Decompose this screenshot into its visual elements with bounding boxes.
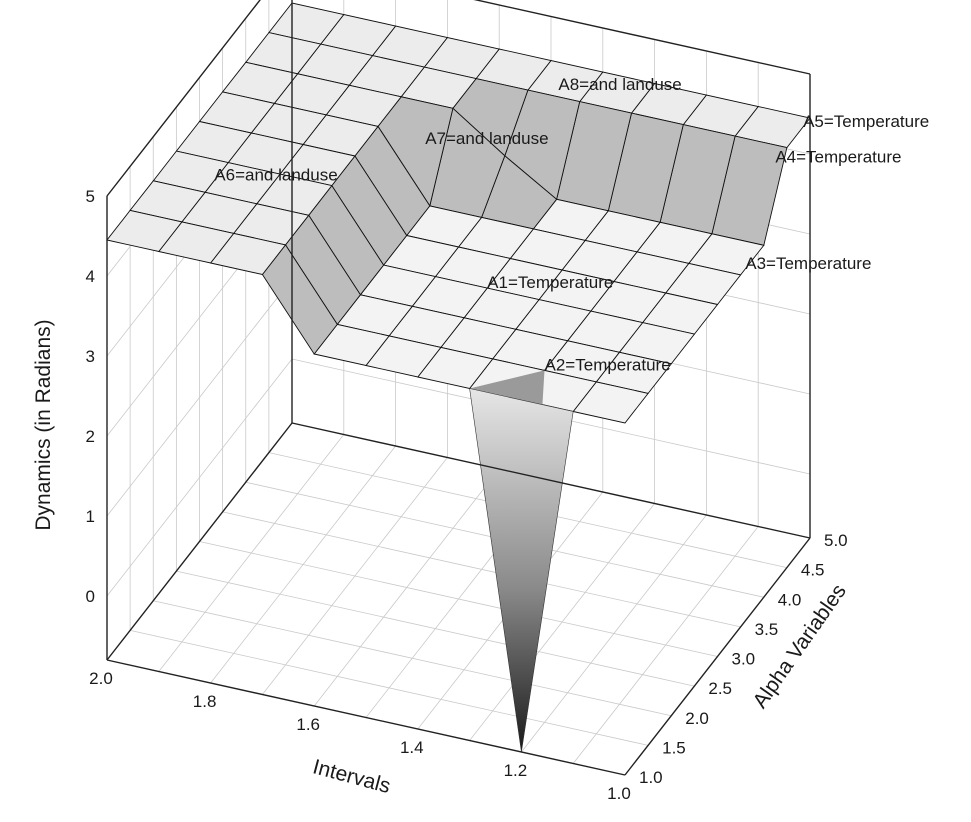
left-wall-grid-line — [106, 358, 293, 597]
z-tick-label: 3 — [86, 347, 95, 366]
axis-edge — [106, 422, 293, 661]
floor-grid-line — [176, 570, 695, 687]
annotation-label: A8=and landuse — [558, 75, 681, 94]
floor-grid-line — [130, 629, 649, 746]
left-wall-grid-line — [106, 278, 293, 517]
annotation-label: A4=Temperature — [775, 147, 901, 166]
z-tick-label: 0 — [86, 587, 95, 606]
surface-cell — [106, 209, 183, 253]
y-tick-label: 1.0 — [639, 768, 663, 787]
floor-grid-line — [222, 511, 741, 628]
y-tick-label: 3.0 — [732, 650, 756, 669]
z-tick-label: 1 — [86, 507, 95, 526]
axis-edge — [291, 422, 811, 539]
z-tick-label: 5 — [86, 187, 95, 206]
x-tick-label: 2.0 — [89, 669, 113, 688]
floor-grid-line — [153, 600, 672, 717]
tick-labels: 0 1 2 3 4 5 2.0 1.8 1.6 1.4 1.2 1.0 1.0 1.5 2.0 2.53.0 3… — [86, 187, 848, 803]
x-tick-label: 1.8 — [193, 692, 217, 711]
x-tick-label: 1.4 — [400, 738, 424, 757]
floor-grid-line — [199, 541, 718, 657]
annotation-label: A1=Temperature — [487, 273, 613, 292]
x-tick-label: 1.2 — [504, 761, 528, 780]
z-axis-title: Dynamics (in Radians) — [32, 319, 55, 530]
annotation-label: A6=and landuse — [214, 165, 337, 184]
axis-frame — [106, 0, 811, 776]
y-tick-label: 4.0 — [778, 590, 802, 609]
surface-mesh — [106, 2, 811, 424]
y-tick-label: 4.5 — [801, 561, 825, 580]
surface-spike — [469, 370, 574, 753]
axis-edge — [473, 0, 811, 75]
y-tick-label: 5.0 — [824, 531, 848, 550]
y-tick-label: 1.5 — [662, 738, 686, 757]
y-tick-label: 2.5 — [708, 679, 732, 698]
x-tick-label: 1.6 — [296, 715, 320, 734]
z-tick-label: 2 — [86, 427, 95, 446]
annotation-label: A5=Temperature — [803, 112, 929, 131]
annotation-label: A3=Temperature — [745, 254, 871, 273]
z-tick-label: 4 — [86, 267, 95, 286]
x-axis-title: Intervals — [310, 755, 393, 798]
annotation-label: A2=Temperature — [545, 355, 671, 374]
axis-edge — [624, 537, 811, 776]
annotation-label: A7=and landuse — [425, 129, 548, 148]
axis-edge — [106, 659, 626, 776]
axis-edge — [106, 0, 261, 197]
x-tick-label: 1.0 — [607, 784, 631, 803]
y-tick-label: 3.5 — [755, 620, 779, 639]
y-tick-label: 2.0 — [685, 709, 709, 728]
annotations: A1=Temperature A2=Temperature A3=Temperatu… — [214, 75, 929, 374]
